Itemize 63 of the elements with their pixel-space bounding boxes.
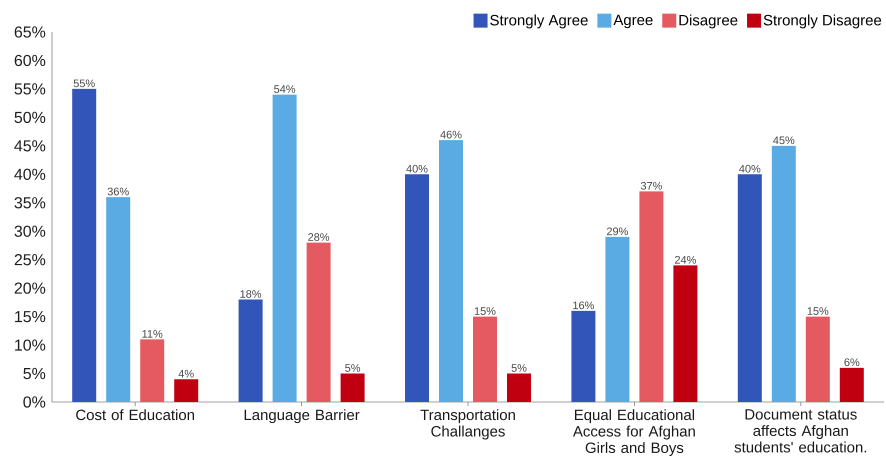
bar	[405, 174, 429, 402]
data-label: 5%	[512, 364, 527, 372]
y-tick-label: 40%	[14, 168, 46, 180]
x-tick-label: Cost of Education	[76, 409, 194, 420]
bar	[639, 191, 664, 402]
data-label: 40%	[739, 164, 760, 173]
bar	[272, 94, 297, 402]
data-label: 11%	[142, 330, 162, 338]
x-tick-label: Document status affects Afghan students' education.	[734, 409, 866, 452]
x-tick-label: Transportation Challanges	[420, 409, 515, 440]
bar	[306, 242, 331, 402]
data-label: 29%	[606, 227, 628, 236]
legend-label: Agree	[613, 14, 653, 28]
legend-label: Disagree	[679, 14, 738, 28]
data-label: 5%	[345, 364, 360, 372]
bar	[507, 374, 532, 402]
y-tick-label: 30%	[14, 226, 46, 237]
y-tick-label: 25%	[14, 254, 46, 266]
data-label: 18%	[240, 290, 262, 298]
bar	[439, 140, 464, 402]
data-label: 55%	[74, 80, 95, 88]
bar	[738, 174, 762, 402]
data-label: 54%	[274, 85, 296, 93]
data-label: 45%	[773, 136, 794, 144]
y-tick-label: 5%	[23, 368, 46, 380]
y-tick-label: 20%	[14, 282, 46, 294]
y-tick-label: 50%	[14, 112, 46, 124]
bar	[140, 339, 164, 402]
data-label: 46%	[440, 130, 462, 138]
y-tick-label: 35%	[14, 197, 46, 208]
data-label: 36%	[108, 188, 129, 196]
data-label: 4%	[178, 370, 194, 378]
bar	[840, 368, 864, 402]
bar	[340, 374, 365, 402]
data-label: 15%	[808, 307, 828, 315]
data-label: 15%	[474, 307, 496, 315]
bar	[605, 236, 630, 402]
data-label: 40%	[406, 164, 428, 173]
x-tick-label: Language Barrier	[244, 409, 360, 424]
bar	[473, 316, 498, 402]
y-tick-label: 55%	[14, 83, 46, 95]
data-label: 37%	[640, 182, 662, 190]
y-tick-label: 10%	[15, 339, 46, 351]
data-label: 6%	[844, 358, 860, 366]
bar	[174, 379, 198, 402]
bar	[571, 310, 596, 402]
legend-label: Strongly Disagree	[764, 14, 882, 28]
bar	[806, 316, 830, 402]
data-label: 28%	[308, 233, 330, 241]
data-label: 16%	[573, 301, 594, 310]
data-label: 24%	[674, 256, 696, 264]
bar	[72, 88, 96, 402]
y-tick-label: 45%	[14, 140, 46, 152]
x-tick-label: Equal Educational Access for Afghan Girls and Boys	[572, 409, 695, 456]
y-tick-label: 0%	[23, 396, 46, 408]
y-tick-label: 65%	[14, 26, 46, 38]
bar	[673, 265, 698, 402]
bar	[238, 300, 263, 402]
legend-label: Strongly Agree	[490, 14, 588, 28]
bar	[772, 146, 796, 402]
y-tick-label: 15%	[15, 311, 46, 322]
bar	[106, 197, 130, 402]
y-tick-label: 60%	[14, 54, 46, 66]
